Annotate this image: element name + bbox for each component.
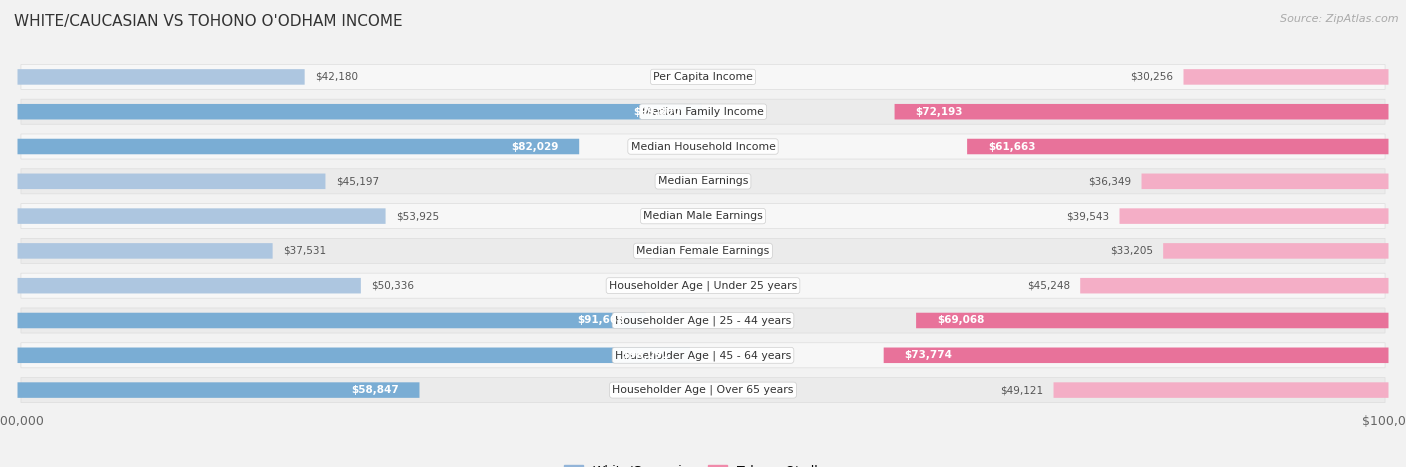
FancyBboxPatch shape bbox=[967, 139, 1389, 154]
FancyBboxPatch shape bbox=[21, 64, 1385, 90]
Text: $49,121: $49,121 bbox=[1000, 385, 1043, 395]
FancyBboxPatch shape bbox=[17, 139, 579, 154]
Text: $82,029: $82,029 bbox=[512, 142, 558, 151]
FancyBboxPatch shape bbox=[21, 273, 1385, 298]
FancyBboxPatch shape bbox=[21, 99, 1385, 124]
Text: $99,800: $99,800 bbox=[634, 107, 681, 117]
FancyBboxPatch shape bbox=[17, 104, 702, 120]
FancyBboxPatch shape bbox=[1142, 174, 1389, 189]
FancyBboxPatch shape bbox=[17, 208, 385, 224]
FancyBboxPatch shape bbox=[917, 313, 1389, 328]
Text: $45,197: $45,197 bbox=[336, 177, 378, 186]
Text: $98,091: $98,091 bbox=[621, 350, 669, 360]
FancyBboxPatch shape bbox=[21, 134, 1385, 159]
FancyBboxPatch shape bbox=[21, 238, 1385, 263]
Text: $30,256: $30,256 bbox=[1130, 72, 1173, 82]
FancyBboxPatch shape bbox=[17, 382, 419, 398]
Text: $58,847: $58,847 bbox=[352, 385, 399, 395]
Text: $39,543: $39,543 bbox=[1066, 211, 1109, 221]
FancyBboxPatch shape bbox=[894, 104, 1389, 120]
Text: $33,205: $33,205 bbox=[1109, 246, 1153, 256]
FancyBboxPatch shape bbox=[1163, 243, 1389, 259]
FancyBboxPatch shape bbox=[884, 347, 1389, 363]
Text: $42,180: $42,180 bbox=[315, 72, 359, 82]
Text: $72,193: $72,193 bbox=[915, 107, 963, 117]
FancyBboxPatch shape bbox=[1053, 382, 1389, 398]
Text: Median Household Income: Median Household Income bbox=[630, 142, 776, 151]
Text: Median Female Earnings: Median Female Earnings bbox=[637, 246, 769, 256]
FancyBboxPatch shape bbox=[21, 377, 1385, 403]
FancyBboxPatch shape bbox=[1184, 69, 1389, 85]
FancyBboxPatch shape bbox=[17, 174, 325, 189]
FancyBboxPatch shape bbox=[21, 204, 1385, 229]
Text: WHITE/CAUCASIAN VS TOHONO O'ODHAM INCOME: WHITE/CAUCASIAN VS TOHONO O'ODHAM INCOME bbox=[14, 14, 402, 29]
Text: $37,531: $37,531 bbox=[283, 246, 326, 256]
Text: Per Capita Income: Per Capita Income bbox=[652, 72, 754, 82]
Text: Householder Age | Under 25 years: Householder Age | Under 25 years bbox=[609, 281, 797, 291]
Legend: White/Caucasian, Tohono O'odham: White/Caucasian, Tohono O'odham bbox=[560, 460, 846, 467]
FancyBboxPatch shape bbox=[17, 278, 361, 293]
Text: $69,068: $69,068 bbox=[936, 316, 984, 325]
Text: $91,668: $91,668 bbox=[578, 316, 624, 325]
Text: $61,663: $61,663 bbox=[988, 142, 1035, 151]
FancyBboxPatch shape bbox=[21, 308, 1385, 333]
FancyBboxPatch shape bbox=[17, 347, 690, 363]
Text: Source: ZipAtlas.com: Source: ZipAtlas.com bbox=[1281, 14, 1399, 24]
FancyBboxPatch shape bbox=[17, 243, 273, 259]
Text: $50,336: $50,336 bbox=[371, 281, 415, 290]
Text: Median Family Income: Median Family Income bbox=[643, 107, 763, 117]
Text: Householder Age | 25 - 44 years: Householder Age | 25 - 44 years bbox=[614, 315, 792, 326]
Text: Median Male Earnings: Median Male Earnings bbox=[643, 211, 763, 221]
Text: $53,925: $53,925 bbox=[396, 211, 439, 221]
Text: Householder Age | 45 - 64 years: Householder Age | 45 - 64 years bbox=[614, 350, 792, 361]
Text: Median Earnings: Median Earnings bbox=[658, 177, 748, 186]
Text: Householder Age | Over 65 years: Householder Age | Over 65 years bbox=[612, 385, 794, 396]
FancyBboxPatch shape bbox=[17, 313, 645, 328]
FancyBboxPatch shape bbox=[21, 169, 1385, 194]
FancyBboxPatch shape bbox=[17, 69, 305, 85]
Text: $36,349: $36,349 bbox=[1088, 177, 1132, 186]
Text: $73,774: $73,774 bbox=[904, 350, 952, 360]
FancyBboxPatch shape bbox=[1119, 208, 1389, 224]
FancyBboxPatch shape bbox=[1080, 278, 1389, 293]
Text: $45,248: $45,248 bbox=[1026, 281, 1070, 290]
FancyBboxPatch shape bbox=[21, 343, 1385, 368]
